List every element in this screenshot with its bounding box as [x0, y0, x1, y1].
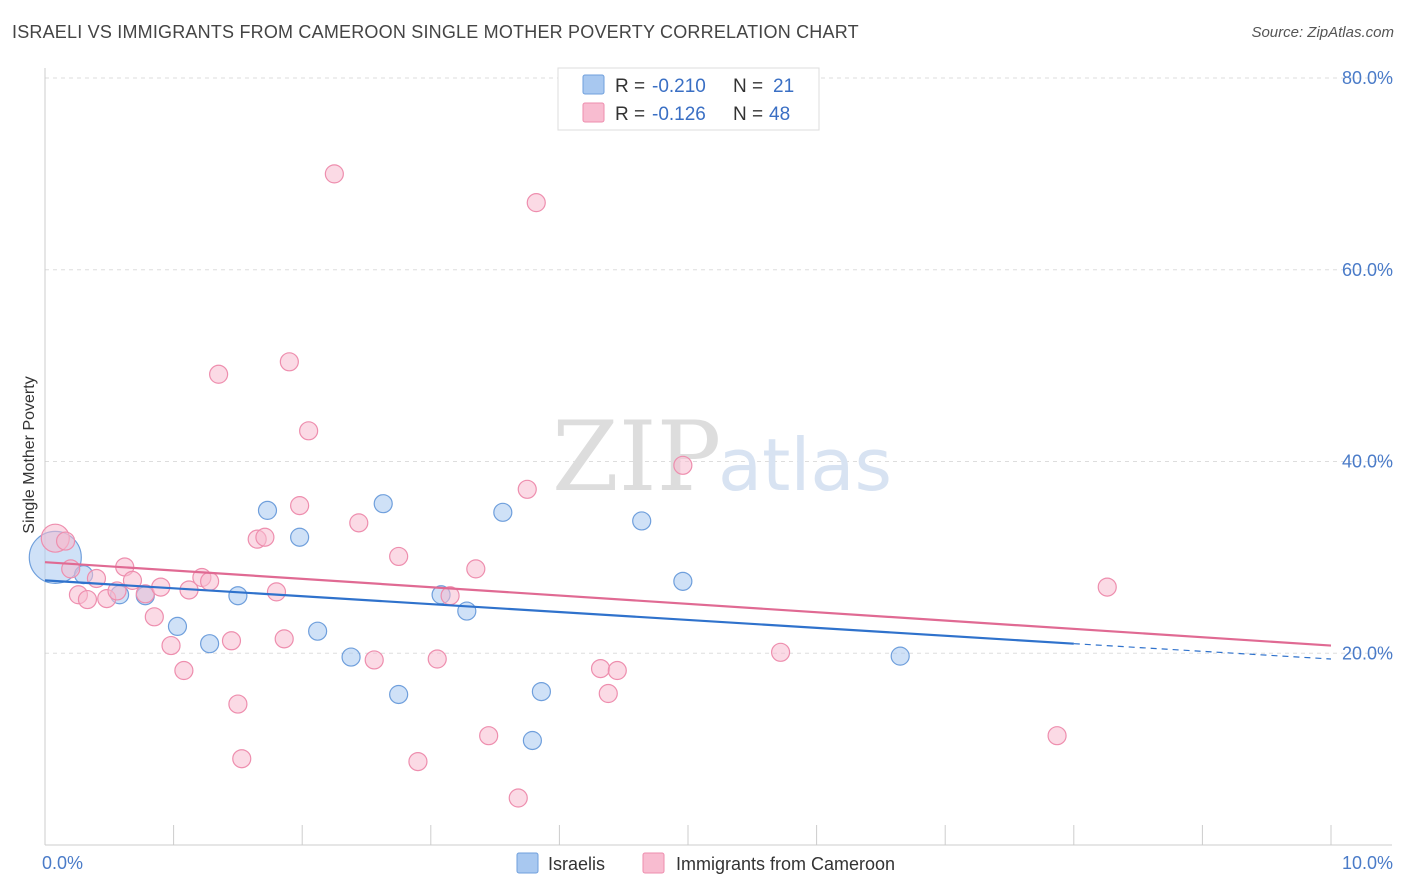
bottom-legend-swatch-cameroon — [642, 852, 665, 874]
point-israelis-10 — [341, 647, 361, 667]
point-cameroon-4 — [77, 589, 98, 610]
point-cameroon-47 — [1097, 577, 1117, 597]
point-israelis-11 — [373, 494, 393, 514]
point-cameroon-27 — [290, 496, 310, 516]
point-cameroon-38 — [508, 788, 528, 808]
trend-extension-israelis — [1073, 643, 1332, 660]
trend-line-cameroon — [44, 561, 1332, 647]
legend-box: R = -0.210 N = 21 R = -0.126 N = 48 — [557, 67, 820, 131]
legend-swatch-cameroon — [582, 102, 605, 123]
point-cameroon-21 — [232, 749, 252, 769]
point-cameroon-19 — [221, 631, 242, 651]
legend-r-label-1: R = — [615, 76, 645, 97]
point-cameroon-1 — [55, 531, 76, 551]
point-cameroon-37 — [479, 726, 499, 746]
point-cameroon-23 — [255, 527, 275, 547]
point-israelis-6 — [228, 586, 248, 606]
legend-n-value-2: 48 — [769, 104, 790, 125]
legend-n-label-2: N = — [733, 104, 763, 125]
point-cameroon-20 — [228, 694, 248, 714]
point-cameroon-11 — [144, 607, 164, 627]
point-israelis-16 — [522, 730, 542, 751]
y-tick-label-1: 40.0% — [1342, 452, 1393, 472]
point-israelis-9 — [308, 621, 328, 641]
point-cameroon-33 — [408, 751, 428, 772]
x-tick-labels: 0.0% 10.0% — [42, 853, 1393, 873]
point-israelis-14 — [457, 601, 477, 621]
point-israelis-18 — [632, 511, 652, 531]
y-tick-label-3: 80.0% — [1342, 68, 1393, 88]
point-cameroon-36 — [466, 559, 486, 579]
point-israelis-7 — [257, 500, 278, 520]
legend-r-label-2: R = — [615, 104, 645, 125]
point-cameroon-46 — [1047, 726, 1067, 746]
point-cameroon-41 — [590, 658, 611, 679]
point-cameroon-32 — [389, 546, 409, 567]
point-cameroon-28 — [299, 421, 319, 441]
x-tick-label-1: 10.0% — [1342, 853, 1393, 873]
point-israelis-5 — [200, 634, 220, 654]
y-tick-label-2: 60.0% — [1342, 260, 1393, 280]
point-israelis-4 — [167, 616, 188, 637]
legend-swatch-israelis — [582, 74, 605, 95]
point-cameroon-26 — [279, 352, 299, 372]
point-israelis-20 — [890, 646, 910, 666]
legend-n-value-1: 21 — [773, 76, 794, 97]
bottom-legend-swatch-israelis — [516, 852, 539, 874]
watermark-atlas: atlas — [718, 423, 892, 507]
bottom-legend-label-cameroon: Immigrants from Cameroon — [676, 854, 895, 874]
grid — [45, 77, 1392, 654]
point-cameroon-44 — [673, 455, 693, 475]
x-tick-label-0: 0.0% — [42, 853, 83, 873]
bottom-legend-label-israelis: Israelis — [548, 854, 605, 874]
chart-title: ISRAELI VS IMMIGRANTS FROM CAMEROON SING… — [12, 22, 859, 42]
point-cameroon-31 — [364, 650, 384, 670]
point-cameroon-42 — [598, 683, 618, 704]
watermark: ZIP atlas — [552, 401, 892, 513]
point-israelis-15 — [493, 502, 513, 522]
trend-lines — [44, 561, 1332, 660]
point-cameroon-39 — [517, 479, 537, 499]
y-tick-labels: 20.0% 40.0% 60.0% 80.0% — [1342, 68, 1393, 663]
y-axis-label: Single Mother Poverty — [21, 376, 38, 533]
source-credit: Source: ZipAtlas.com — [1251, 24, 1394, 41]
point-cameroon-7 — [107, 581, 127, 601]
point-cameroon-17 — [200, 571, 220, 591]
point-israelis-17 — [531, 681, 551, 702]
point-cameroon-40 — [526, 193, 546, 213]
point-israelis-19 — [673, 571, 693, 591]
point-cameroon-29 — [324, 164, 344, 184]
point-cameroon-43 — [607, 660, 627, 681]
point-cameroon-25 — [274, 629, 294, 649]
trend-line-israelis — [44, 579, 1074, 645]
point-cameroon-14 — [174, 660, 194, 681]
point-cameroon-34 — [427, 649, 447, 669]
watermark-zip: ZIP — [552, 401, 721, 513]
bottom-legend: Israelis Immigrants from Cameroon — [516, 852, 895, 874]
point-israelis-8 — [290, 527, 310, 547]
axes — [44, 68, 1392, 846]
legend-n-label-1: N = — [733, 76, 763, 97]
point-israelis-12 — [389, 684, 409, 705]
legend-r-value-1: -0.210 — [652, 76, 706, 97]
point-cameroon-45 — [770, 642, 791, 662]
legend-r-value-2: -0.126 — [652, 104, 706, 125]
point-cameroon-13 — [161, 635, 181, 656]
point-cameroon-24 — [266, 582, 287, 602]
point-cameroon-18 — [209, 364, 229, 384]
y-tick-label-0: 20.0% — [1342, 643, 1393, 663]
point-cameroon-30 — [349, 513, 369, 533]
